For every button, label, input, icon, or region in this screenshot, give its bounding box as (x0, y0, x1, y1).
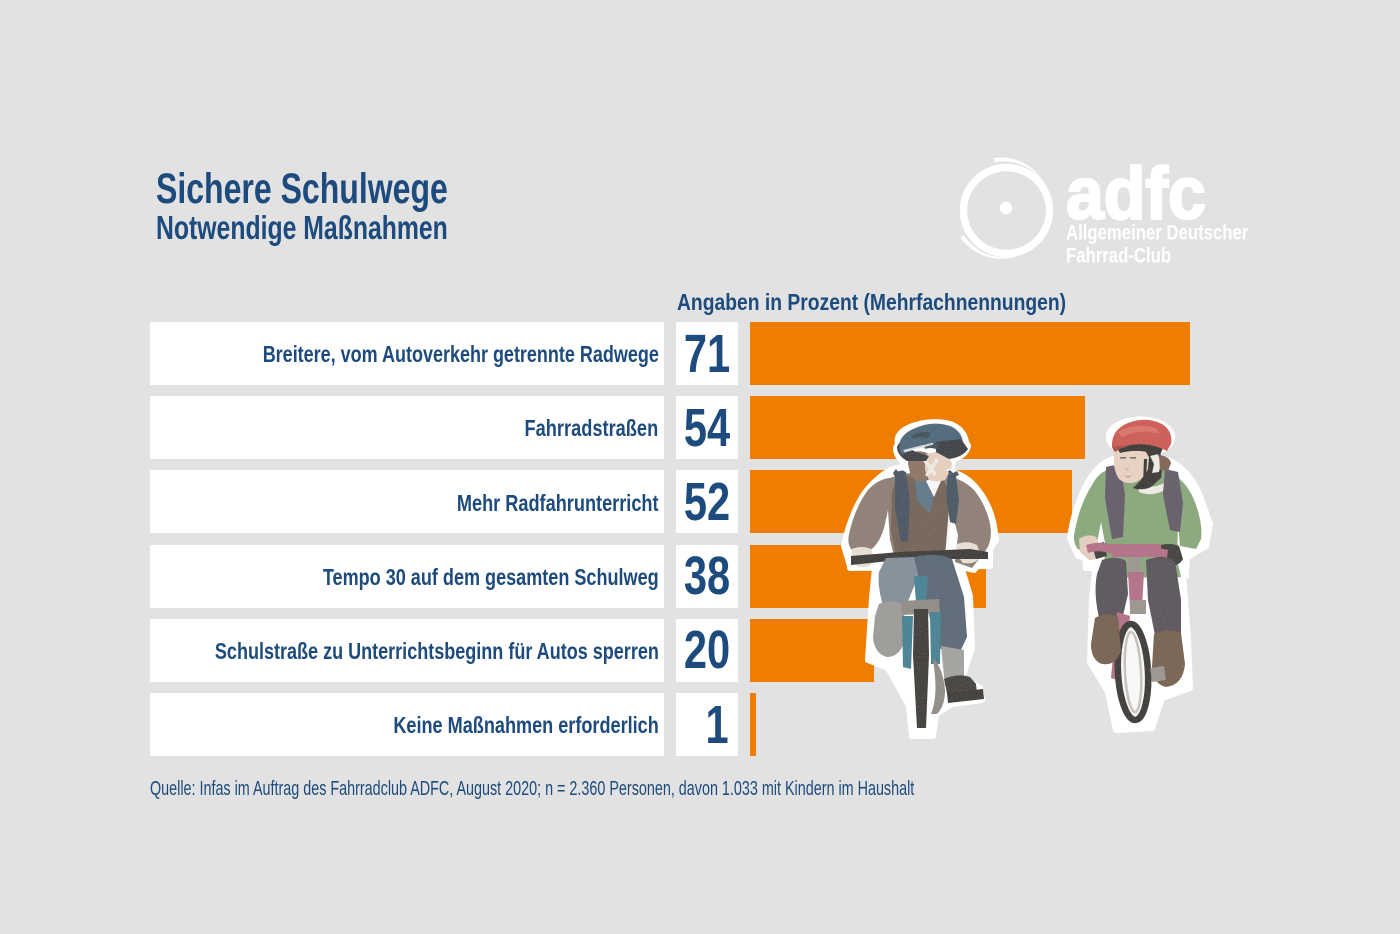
svg-text:adfc: adfc (1066, 153, 1206, 235)
svg-text:Allgemeiner Deutscher: Allgemeiner Deutscher (1066, 222, 1249, 245)
svg-text:Fahrrad-Club: Fahrrad-Club (1066, 245, 1171, 268)
